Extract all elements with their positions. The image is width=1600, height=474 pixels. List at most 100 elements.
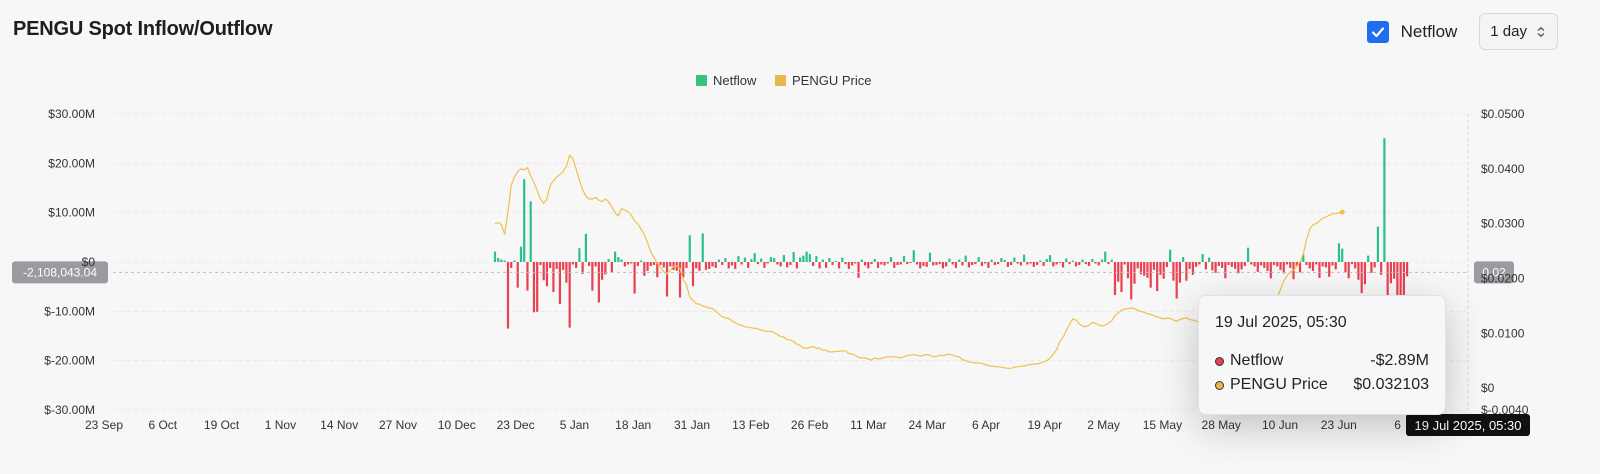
netflow-bar [614,251,617,262]
netflow-bar [1045,259,1048,262]
netflow-bar [812,262,815,266]
y-right-tick-label: $0.0100 [1481,326,1525,340]
netflow-bar [510,262,513,268]
y-left-tick-label: $-30.00M [44,403,95,417]
netflow-checkbox-label[interactable]: Netflow [1400,21,1458,41]
legend-price-label[interactable]: PENGU Price [792,73,871,88]
netflow-bar [701,233,704,262]
netflow-bar [1250,262,1253,265]
chart-controls: Netflow 1 day [1366,13,1558,50]
legend-price-swatch[interactable] [775,75,786,86]
netflow-bar [1350,262,1354,264]
netflow-bar [1295,262,1298,266]
netflow-bar [1078,262,1081,265]
netflow-bar [987,262,990,268]
x-tick-label: 6 [1394,418,1401,432]
hover-tooltip: 19 Jul 2025, 05:30 Netflow -$2.89M PENGU… [1198,295,1446,415]
netflow-bar [1026,262,1029,265]
netflow-bar [1311,262,1315,271]
netflow-bar [532,262,536,313]
x-tick-label: 31 Jan [674,418,710,432]
netflow-bar [1165,262,1169,267]
netflow-bar [1039,260,1042,262]
netflow-bar [847,262,850,269]
tooltip-row-price: PENGU Price $0.032103 [1215,376,1429,394]
interval-select[interactable]: 1 day [1479,13,1558,50]
netflow-bar [1337,243,1341,262]
netflow-bar [1139,262,1143,275]
netflow-bar [717,259,721,262]
netflow-bar [915,262,919,265]
netflow-bar [1276,262,1279,267]
netflow-bar [786,262,789,268]
netflow-bar [714,262,717,268]
netflow-bar [1130,262,1133,300]
netflow-bar [980,262,983,266]
netflow-bar [1126,262,1130,279]
netflow-bar [792,252,795,262]
netflow-bar [1266,262,1269,271]
y-right-tick-label: $0.0400 [1481,162,1525,176]
x-tick-label: 11 Mar [850,418,886,432]
netflow-bar [1233,262,1237,269]
netflow-bar [597,262,600,303]
legend-netflow-label[interactable]: Netflow [713,73,757,88]
netflow-bar [575,262,578,268]
tooltip-date: 19 Jul 2025, 05:30 [1215,314,1347,331]
netflow-bar [844,262,847,264]
netflow-bar [711,262,714,267]
netflow-bar [1152,262,1156,270]
netflow-bar [834,261,837,262]
netflow-bar [695,262,698,269]
netflow-bar [1198,262,1201,265]
tooltip-row-name: Netflow [1230,352,1284,369]
x-tick-label: 14 Nov [320,418,358,432]
legend-netflow-swatch[interactable] [696,75,707,86]
netflow-checkbox[interactable] [1366,20,1389,43]
netflow-bar [1022,254,1026,262]
netflow-bar [500,259,503,262]
netflow-bar [1084,262,1087,264]
netflow-bar [906,262,909,264]
netflow-bar [708,262,711,269]
price-dot-icon [1215,380,1224,390]
netflow-bar [808,254,811,262]
netflow-bar [1003,260,1006,262]
netflow-bar [555,262,558,269]
netflow-bar [734,262,737,269]
netflow-bar [552,262,555,293]
netflow-bar [1208,257,1211,262]
netflow-bar [824,262,828,268]
netflow-bar [1321,262,1324,267]
y-left-tick-label: $0 [82,255,96,269]
netflow-bar [1120,262,1123,293]
netflow-bar [1178,262,1182,283]
netflow-bar [503,260,506,262]
netflow-bar [633,262,636,294]
netflow-bar [909,262,912,263]
netflow-bar [815,256,818,262]
netflow-bar [747,262,750,268]
x-tick-label: 23 Dec [497,418,535,432]
netflow-bar [1191,262,1194,275]
netflow-bar [850,262,854,266]
netflow-bar [1006,262,1009,267]
netflow-bar [1334,262,1337,270]
tooltip-row-name: PENGU Price [1230,376,1328,393]
netflow-bar [1123,262,1126,265]
netflow-bar [526,262,529,291]
netflow-bar [938,262,941,264]
chevron-updown-icon [1537,26,1545,37]
netflow-bar [623,262,626,267]
netflow-bar [1094,262,1097,264]
netflow-bar [1406,262,1409,277]
y-left-tick-label: $30.00M [48,107,95,121]
netflow-bar [1010,262,1013,265]
netflow-bar [740,262,743,265]
netflow-bar [799,257,802,262]
netflow-bar [1380,262,1383,275]
netflow-bar [1383,138,1386,262]
netflow-bar [704,262,708,270]
netflow-bar [730,262,734,266]
netflow-bar [1087,262,1091,266]
